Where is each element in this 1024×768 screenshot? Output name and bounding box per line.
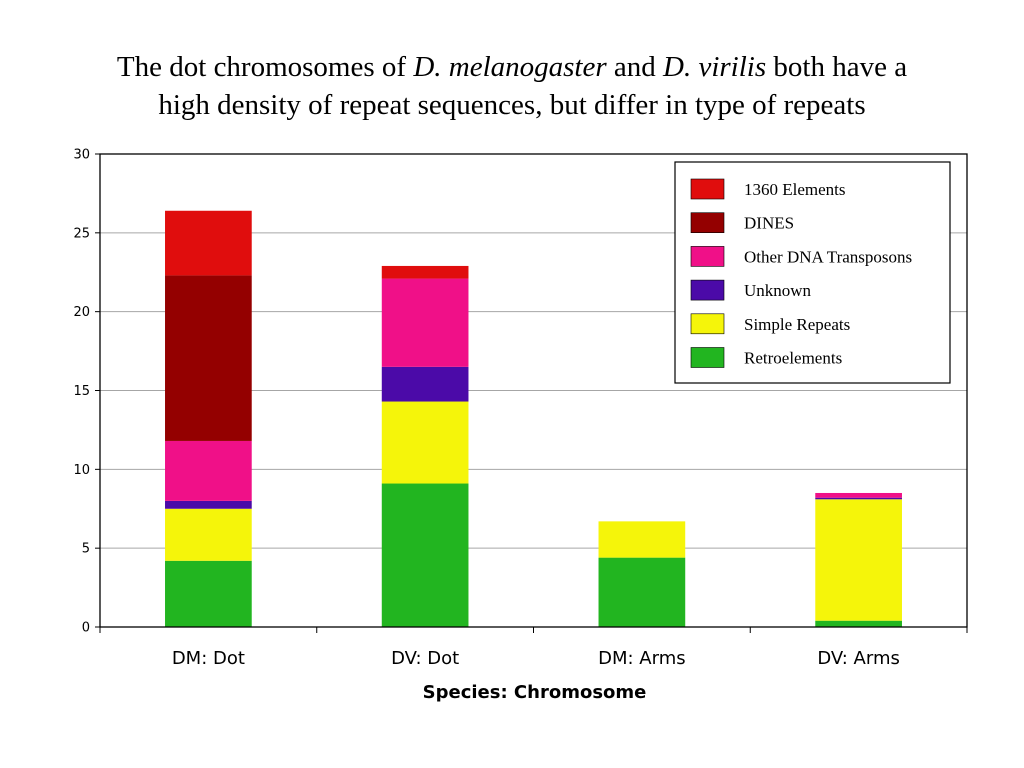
bar-segment	[598, 521, 686, 558]
y-axis: 0 5 10 15 20 25 30	[73, 148, 100, 636]
bar-segment	[815, 499, 902, 621]
legend-swatch	[690, 279, 725, 301]
bar-segment	[381, 366, 469, 402]
legend-swatch	[690, 212, 725, 233]
x-tick-label: DM: Dot	[172, 648, 245, 669]
legend-label: DINES	[744, 214, 794, 233]
x-tick-label: DM: Arms	[598, 648, 686, 669]
y-tick-label: 25	[73, 226, 90, 241]
x-axis: DM: Dot DV: Dot DM: Arms DV: Arms	[99, 627, 968, 669]
x-tick-label: DV: Arms	[817, 648, 900, 669]
legend-swatch	[690, 178, 725, 200]
y-tick-label: 15	[73, 384, 90, 399]
title-species-2: D. virilis	[663, 51, 767, 83]
legend-swatch	[690, 313, 725, 335]
y-tick-label: 10	[73, 463, 90, 478]
legend-label: Simple Repeats	[744, 315, 850, 334]
title-text-2: and	[606, 51, 664, 83]
legend: 1360 Elements DINES Other DNA Transposons U…	[674, 161, 951, 384]
chart-title: The dot chromosomes of D. melanogaster a…	[0, 48, 1024, 124]
bar-segment	[815, 620, 902, 627]
bar-segment	[165, 275, 252, 441]
legend-label: Other DNA Transposons	[744, 247, 912, 266]
y-tick-label: 5	[82, 542, 90, 557]
legend-label: Retroelements	[744, 349, 842, 368]
y-tick-label: 30	[73, 148, 90, 163]
bar-segment	[598, 557, 686, 627]
bar-segment	[165, 500, 252, 509]
y-tick-label: 0	[82, 621, 90, 636]
x-tick-label: DV: Dot	[391, 648, 459, 669]
x-axis-label: Species: Chromosome	[423, 682, 647, 703]
bar-segment	[381, 265, 469, 279]
title-text-3: both have a	[766, 51, 908, 83]
title-species-1: D. melanogaster	[413, 51, 607, 83]
bar-segment	[381, 483, 469, 627]
legend-label: Unknown	[744, 281, 812, 300]
legend-label: 1360 Elements	[744, 180, 846, 199]
bar-segment	[165, 210, 252, 276]
bar-segment	[815, 497, 902, 500]
legend-swatch	[690, 246, 725, 267]
title-line-2: high density of repeat sequences, but di…	[158, 89, 866, 121]
bar-segment	[381, 278, 469, 367]
title-text-1: The dot chromosomes of	[116, 51, 414, 83]
bar-segment	[165, 508, 252, 561]
bar-segment	[165, 440, 252, 501]
bar-segment	[381, 401, 469, 484]
legend-swatch	[690, 347, 725, 368]
y-tick-label: 20	[73, 305, 90, 320]
bar-segment	[815, 492, 902, 498]
bar-segment	[165, 560, 252, 627]
bars	[165, 210, 902, 627]
